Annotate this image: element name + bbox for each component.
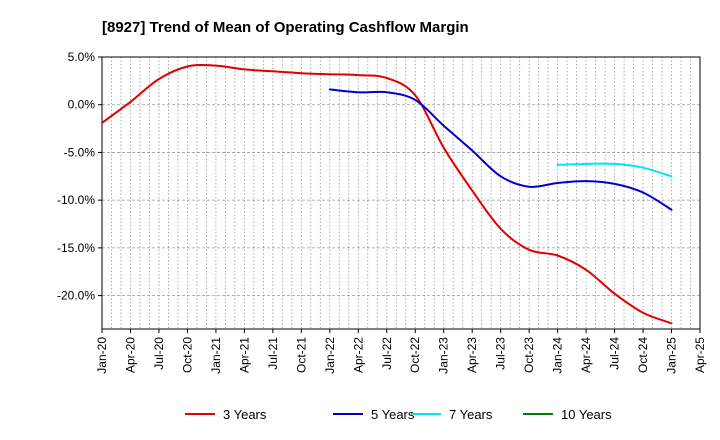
x-tick-label: Jul-23 (494, 337, 508, 370)
x-tick-label: Jan-25 (665, 337, 679, 374)
plot-area (101, 56, 701, 330)
legend-label-7-years: 7 Years (449, 407, 493, 422)
legend-label-10-years: 10 Years (561, 407, 612, 422)
x-tick-label: Apr-21 (237, 337, 251, 373)
series-line-3-years (101, 64, 673, 325)
grid (102, 56, 700, 329)
legend-label-3-years: 3 Years (223, 407, 267, 422)
x-tick-label: Oct-20 (180, 337, 194, 373)
y-tick-label: 5.0% (68, 50, 96, 64)
x-tick-label: Jul-20 (152, 337, 166, 370)
x-tick-label: Oct-21 (294, 337, 308, 373)
legend-label-5-years: 5 Years (371, 407, 415, 422)
y-axis: 5.0% 0.0% -5.0% -10.0% -15.0% -20.0% (57, 50, 102, 303)
x-axis: Jan-20 Apr-20 Jul-20 Oct-20 Jan-21 Apr-21 Jul-… (95, 329, 707, 374)
x-tick-label: Oct-23 (522, 337, 536, 373)
x-tick-label: Jan-22 (323, 337, 337, 374)
x-tick-label: Apr-22 (351, 337, 365, 373)
x-tick-label: Jul-22 (380, 337, 394, 370)
y-tick-label: 0.0% (68, 98, 96, 112)
series-line-5-years (328, 88, 673, 211)
x-tick-label: Apr-20 (123, 337, 137, 373)
x-tick-label: Jul-21 (266, 337, 280, 370)
x-tick-label: Apr-24 (579, 337, 593, 373)
y-tick-label: -10.0% (57, 193, 95, 207)
y-tick-label: -20.0% (57, 289, 95, 303)
x-tick-label: Jan-20 (95, 337, 109, 374)
series-line-7-years (556, 162, 673, 178)
x-tick-label: Apr-25 (693, 337, 707, 373)
y-tick-label: -5.0% (64, 145, 96, 159)
legend: 3 Years 5 Years 7 Years 10 Years (185, 407, 612, 422)
x-tick-label: Oct-22 (408, 337, 422, 373)
x-tick-label: Jul-24 (608, 337, 622, 370)
series-lines (101, 64, 673, 325)
y-tick-label: -15.0% (57, 241, 95, 255)
x-tick-label: Apr-23 (465, 337, 479, 373)
x-tick-label: Jan-24 (551, 337, 565, 374)
x-tick-label: Oct-24 (636, 337, 650, 373)
x-tick-label: Jan-23 (437, 337, 451, 374)
chart-title: [8927] Trend of Mean of Operating Cashfl… (102, 19, 469, 36)
x-tick-label: Jan-21 (209, 337, 223, 374)
